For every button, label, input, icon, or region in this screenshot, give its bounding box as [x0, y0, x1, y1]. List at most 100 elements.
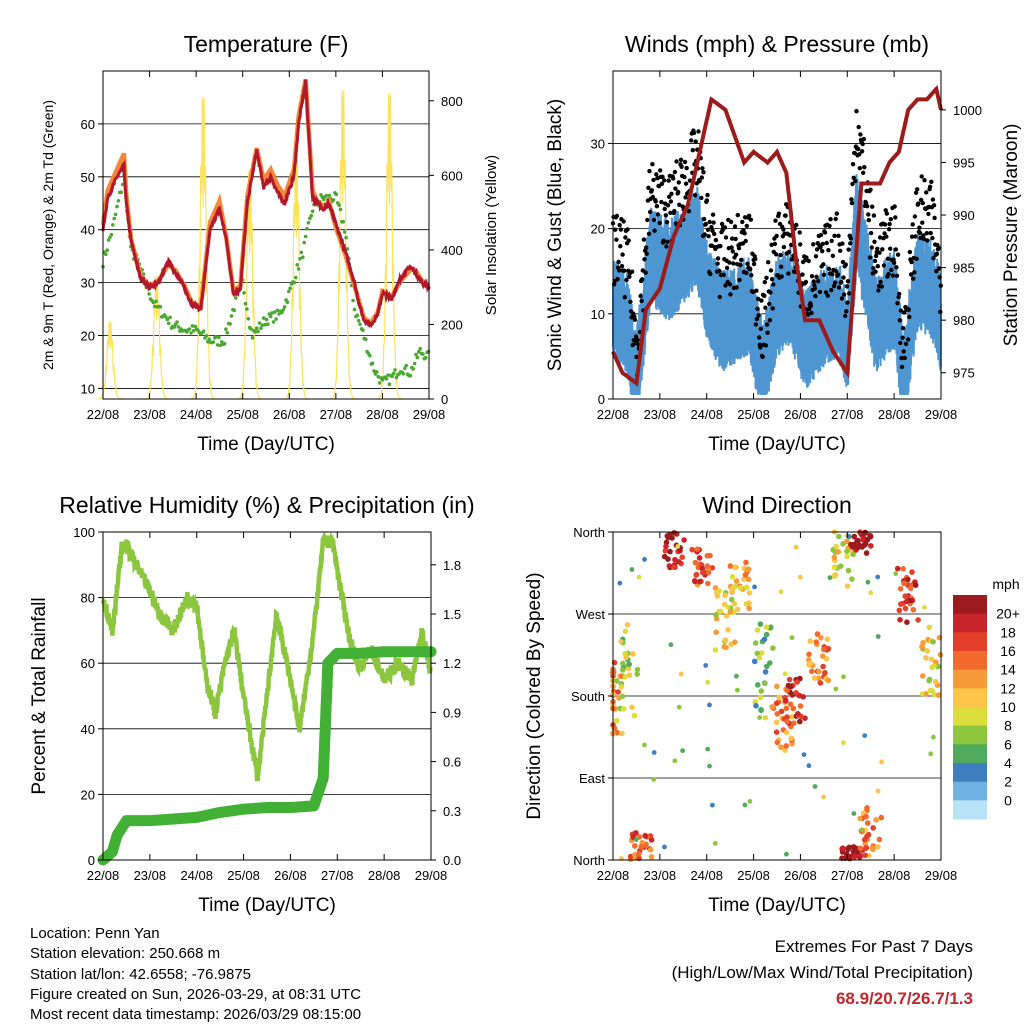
gust-point [737, 277, 742, 283]
dewpoint-point [302, 240, 307, 245]
solar-spike [143, 276, 170, 400]
gust-point [742, 231, 747, 236]
y-tick-label: 50 [81, 170, 95, 185]
gust-point [857, 152, 862, 157]
dewpoint-point [189, 331, 193, 335]
dewpoint-point [273, 310, 277, 314]
gust-point [898, 308, 904, 313]
gust-point [925, 238, 930, 243]
gust-point [730, 249, 735, 254]
gust-point [754, 316, 760, 322]
gust-point [928, 230, 933, 236]
gust-point [829, 288, 834, 293]
gust-point [832, 280, 838, 285]
direction-point [746, 590, 753, 596]
direction-point [794, 679, 800, 685]
direction-point [633, 837, 639, 842]
gust-point [931, 256, 936, 261]
direction-point [742, 802, 748, 808]
gust-point [839, 279, 844, 285]
direction-point [630, 651, 636, 657]
gust-point [635, 337, 640, 343]
gust-point [728, 219, 734, 225]
direction-point [769, 704, 775, 710]
direction-point [759, 650, 765, 656]
dewpoint-point [295, 263, 300, 267]
direction-point [897, 617, 903, 623]
direction-point [734, 606, 741, 613]
extremes-panel: Extremes For Past 7 Days (High/Low/Max W… [672, 934, 973, 1012]
dewpoint-point [207, 337, 211, 342]
gust-point [927, 184, 933, 189]
direction-point [700, 569, 706, 576]
direction-point [710, 802, 715, 808]
dewpoint-point [363, 337, 368, 342]
gust-point [875, 246, 880, 251]
dewpoint-point [294, 275, 298, 280]
dewpoint-point [192, 328, 196, 333]
direction-point [754, 627, 761, 633]
dewpoint-point [119, 190, 123, 194]
direction-point [910, 606, 917, 613]
gust-point [921, 233, 926, 238]
data-timestamp: Most recent data timestamp: 2026/03/29 0… [30, 1006, 362, 1024]
colorbar-swatch [953, 669, 987, 689]
gust-point [625, 227, 630, 232]
gust-point [816, 279, 821, 284]
direction-point [816, 668, 822, 675]
direction-point [868, 590, 874, 596]
direction-point [751, 658, 758, 665]
direction-point [854, 537, 860, 544]
gust-point [886, 271, 891, 277]
direction-point [704, 563, 711, 569]
gust-point [647, 209, 653, 215]
colorbar-swatch [953, 707, 987, 727]
dewpoint-point [165, 317, 170, 322]
gust-point [844, 284, 850, 289]
gust-point [890, 273, 896, 278]
direction-point [806, 763, 812, 769]
dewpoint-point [310, 209, 315, 213]
dewpoint-point [257, 321, 262, 325]
gust-point [929, 179, 934, 184]
gust-point [800, 272, 805, 277]
gust-point [667, 194, 672, 199]
y2-tick-label: 0.9 [443, 705, 461, 720]
gust-point [682, 159, 688, 165]
gust-point [774, 233, 779, 239]
x-tick-label: 22/08 [597, 407, 630, 422]
gust-point [919, 174, 924, 179]
direction-point [851, 533, 858, 540]
gust-point [894, 273, 900, 278]
gust-point [830, 272, 835, 277]
direction-point [746, 605, 752, 612]
direction-point [734, 673, 739, 679]
x-tick-label: 24/08 [180, 407, 213, 422]
gust-point [653, 199, 658, 204]
direction-point [756, 654, 763, 661]
gust-point [917, 230, 923, 235]
direction-point [818, 634, 824, 641]
gust-point [613, 227, 618, 232]
direction-point [712, 841, 718, 846]
gust-point [841, 275, 846, 280]
dewpoint-point [225, 330, 230, 335]
gust-point [909, 259, 914, 265]
y-tick-label: North [573, 525, 605, 540]
direction-point [907, 585, 914, 592]
gust-point [805, 312, 811, 317]
direction-point [622, 650, 628, 657]
y-axis-label: 2m & 9m T (Red, Orange) & 2m Td (Green) [40, 100, 56, 370]
direction-point [620, 660, 626, 667]
gust-point [781, 227, 786, 232]
gust-point [650, 162, 655, 167]
dewpoint-point [404, 363, 409, 368]
direction-point [618, 684, 625, 690]
gust-point [936, 245, 941, 251]
colorbar-swatch [953, 800, 987, 820]
gust-point [668, 199, 674, 204]
gust-point [711, 220, 716, 225]
direction-point [789, 635, 795, 641]
colorbar-swatch [953, 781, 987, 801]
gust-point [926, 211, 931, 217]
